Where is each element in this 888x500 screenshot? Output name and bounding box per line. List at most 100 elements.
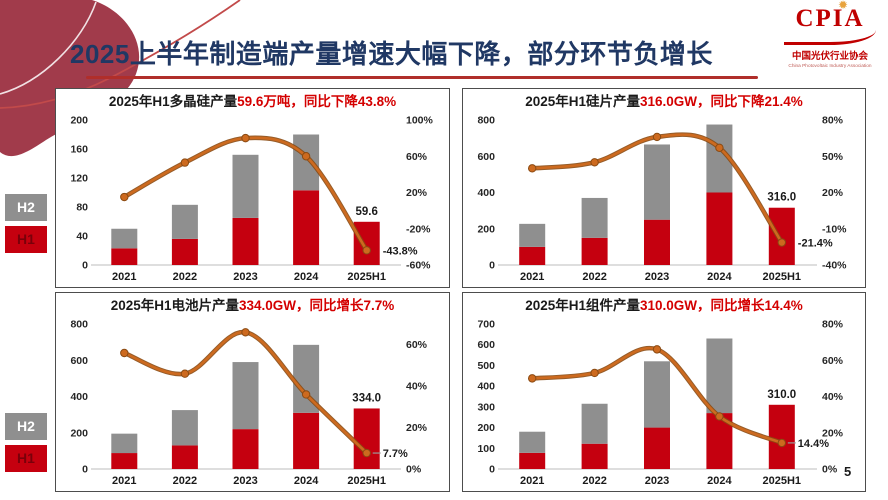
bar-h1-2021 [111,248,138,265]
logo-arc [784,27,876,45]
cpia-logo-en-name: China Photovoltaic Industry Association [788,63,872,69]
stacked-bars [519,124,795,265]
last-growth-value-label: -43.8% [383,245,418,257]
chart-title-black: 2025年H1多晶硅产量 [108,94,238,109]
legend-top-row: H2 H1 [5,194,47,253]
right-axis-labels: -60% -20% 20% 60% 100% [406,115,434,272]
svg-text:80%: 80% [822,115,844,127]
combo-chart-cell: 0 200 400 600 800 0% 20% 40% 60% 2021 2022 2023 2024… [70,319,428,488]
svg-text:20%: 20% [406,422,428,434]
bar-h2-2023 [644,144,670,220]
chart-title: 2025年H1组件产量310.0GW，同比增长14.4% [465,297,863,314]
bar-h2-2021 [519,223,546,247]
combo-chart-module: 0 100 200 300 400 500 600 700 0% 20% 40% 60% 80% 2021… [477,319,844,488]
bar-h1-2021 [111,453,138,469]
growth-point-2021 [527,164,537,173]
svg-text:400: 400 [70,391,88,403]
growth-point-2023 [652,132,662,142]
page-number: 5 [844,464,852,479]
svg-text:2021: 2021 [112,475,136,487]
bar-h1-2025H1 [353,408,380,469]
bar-h1-2023 [232,429,259,469]
x-axis-labels: 2021 2022 2023 2024 2025H1 [520,475,801,487]
sunburst-icon: ✹ [838,0,849,12]
svg-text:2022: 2022 [582,271,606,283]
svg-text:20%: 20% [406,187,428,199]
last-growth-value-label: 14.4% [798,438,829,450]
chart-panel-polysilicon: 2025年H1多晶硅产量59.6万吨，同比下降43.8% 0 40 80 120 160… [55,88,450,288]
right-axis-labels: 0% 20% 40% 60% 80% [822,319,844,476]
bar-h1-2022 [581,237,608,265]
growth-point-2024 [715,412,724,421]
chart-panel-module: 2025年H1组件产量310.0GW，同比增长14.4% 0 100 200 300 4… [462,292,866,492]
cpia-logo: CPIA ✹ 中国光伏行业协会 China Photovoltaic Indus… [781,0,879,69]
svg-text:2022: 2022 [173,271,197,283]
growth-point-2022 [590,158,599,167]
growth-line [120,133,371,255]
svg-text:2021: 2021 [112,271,136,283]
svg-text:200: 200 [70,427,88,439]
svg-text:700: 700 [477,319,495,331]
growth-point-2025H1 [777,238,786,247]
svg-text:-60%: -60% [406,260,431,272]
growth-line [120,328,371,458]
bar-h1-2025H1 [768,404,795,469]
svg-text:2025H1: 2025H1 [347,475,386,487]
svg-text:20%: 20% [822,187,844,199]
svg-text:20%: 20% [822,427,844,439]
growth-point-2025H1 [362,448,371,458]
svg-text:60%: 60% [406,151,428,163]
growth-point-2022 [590,368,599,378]
bar-h1-2024 [706,192,733,265]
svg-text:40: 40 [76,231,88,243]
svg-text:2025H1: 2025H1 [763,475,802,487]
bar-h1-2021 [519,246,546,265]
bar-h1-2023 [232,217,259,265]
growth-point-2024 [301,152,311,161]
svg-text:160: 160 [70,144,88,156]
stacked-bars [519,338,795,469]
svg-text:2024: 2024 [294,271,319,283]
chart-title-red: 310.0GW，同比增长14.4% [639,298,803,313]
bar-h2-2022 [171,204,198,239]
svg-text:2021: 2021 [520,271,544,283]
svg-text:0%: 0% [406,464,422,476]
svg-text:0: 0 [82,260,88,272]
x-axis-labels: 2021 2022 2023 2024 2025H1 [112,271,386,283]
svg-text:2025H1: 2025H1 [347,271,386,283]
growth-point-2021 [120,348,129,358]
svg-text:600: 600 [477,151,495,163]
stacked-bars [111,344,380,469]
bar-h2-2021 [111,228,138,249]
svg-text:2022: 2022 [173,475,197,487]
chart-panel-wafer: 2025年H1硅片产量316.0GW，同比下降21.4% 0 200 400 600 8… [462,88,866,288]
last-bar-value-label: 334.0 [352,392,381,404]
bar-h2-2023 [232,154,259,218]
growth-point-2023 [241,133,250,143]
bar-h1-2023 [644,427,670,469]
chart-title-black: 2025年H1组件产量 [525,298,640,313]
bar-h1-2022 [171,445,198,469]
bar-h1-2025H1 [768,207,795,265]
last-bar-value-label: 59.6 [356,206,378,218]
bar-h1-2025H1 [353,221,380,265]
bar-h1-2024 [293,412,320,469]
svg-text:600: 600 [70,355,88,367]
growth-line [527,345,786,448]
chart-title-red: 334.0GW，同比增长7.7% [239,298,395,313]
growth-point-2021 [120,192,129,202]
svg-text:40%: 40% [822,391,844,403]
svg-text:200: 200 [477,223,495,235]
growth-line [527,132,786,247]
svg-text:2025H1: 2025H1 [763,271,802,283]
svg-text:2024: 2024 [707,271,732,283]
svg-text:2023: 2023 [645,475,669,487]
svg-text:0: 0 [489,260,495,272]
svg-text:200: 200 [70,115,88,127]
svg-text:0: 0 [82,464,88,476]
page-title: 2025上半年制造端产量增速大幅下降，部分环节负增长 [70,39,713,69]
bar-h1-2021 [519,452,546,469]
bar-h2-2023 [644,361,670,428]
